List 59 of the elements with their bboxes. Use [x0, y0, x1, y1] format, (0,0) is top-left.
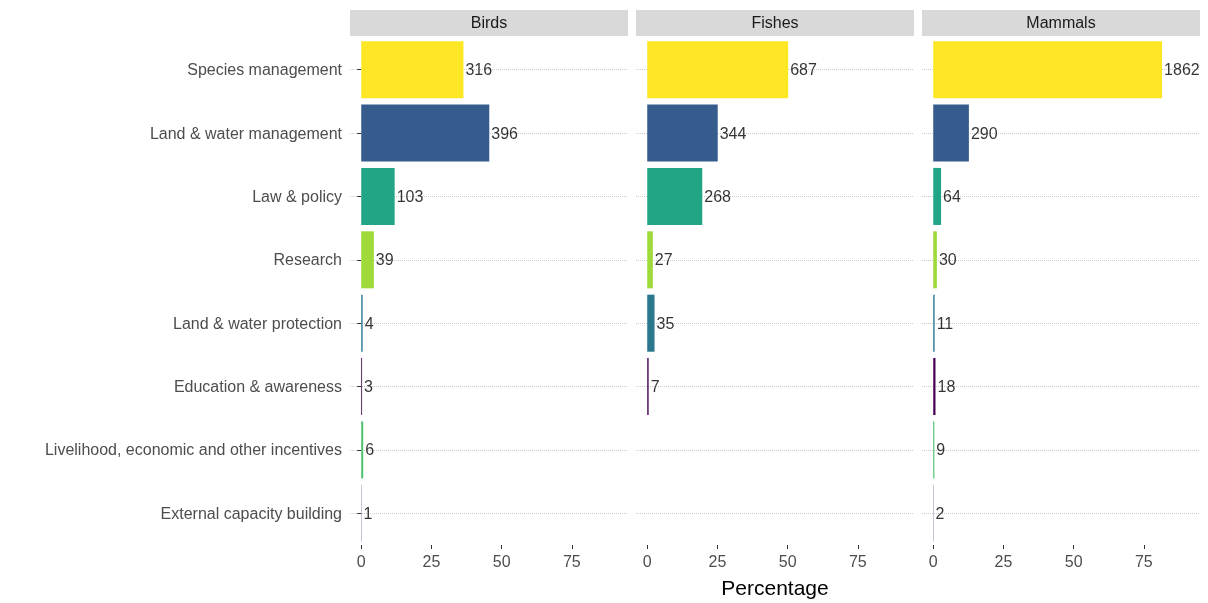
x-tick-label: 50 — [1064, 552, 1083, 570]
annotation: 1 — [363, 504, 373, 522]
annotation: 316 — [465, 61, 493, 79]
annotation: 1862 — [1164, 61, 1200, 79]
annotation: 11 — [936, 314, 954, 332]
y-tick-label: Law & policy — [252, 187, 342, 205]
annotation: 4 — [364, 314, 374, 332]
bar — [361, 104, 490, 162]
annotation: 18 — [937, 378, 956, 396]
x-tick-label: 0 — [642, 552, 652, 570]
y-tick-label: Land & water management — [149, 124, 343, 142]
annotation: 39 — [375, 251, 394, 269]
bar — [933, 41, 1163, 99]
annotation: 3 — [364, 378, 374, 396]
bar — [647, 104, 718, 162]
annotation: 7 — [650, 378, 660, 396]
chart-title: Mammals — [922, 10, 1200, 36]
x-tick-label: 75 — [848, 552, 867, 570]
annotation: 27 — [654, 251, 673, 269]
x-tick-label: 0 — [928, 552, 938, 570]
annotation: 35 — [656, 314, 675, 332]
y-tick-label: Livelihood, economic and other incentives — [44, 441, 342, 459]
annotation: 9 — [936, 441, 946, 459]
annotation: 290 — [970, 124, 998, 142]
bar — [361, 167, 395, 225]
annotation: 268 — [704, 187, 732, 205]
bar — [361, 231, 374, 289]
bar — [361, 41, 464, 99]
bar — [933, 167, 942, 225]
bar — [647, 231, 653, 289]
x-tick-label: 0 — [356, 552, 366, 570]
x-tick-label: 75 — [1134, 552, 1153, 570]
annotation: 396 — [491, 124, 519, 142]
y-tick-label: External capacity building — [160, 504, 342, 522]
x-tick-label: 25 — [422, 552, 441, 570]
annotation: 344 — [719, 124, 747, 142]
bar — [647, 41, 789, 99]
chart-title: Fishes — [636, 10, 914, 36]
x-tick-label: 25 — [708, 552, 727, 570]
y-tick-label: Land & water protection — [173, 314, 342, 332]
x-axis-title: Percentage — [721, 576, 829, 599]
annotation: 687 — [790, 61, 817, 79]
x-tick-label: 50 — [492, 552, 511, 570]
x-tick-label: 75 — [562, 552, 581, 570]
y-tick-label: Species management — [187, 61, 343, 79]
annotation: 64 — [943, 187, 961, 205]
annotation: 103 — [396, 187, 424, 205]
annotation: 6 — [365, 441, 375, 459]
bar — [647, 294, 655, 352]
annotation: 2 — [935, 504, 945, 522]
y-tick-label: Research — [273, 251, 342, 269]
chart-title: Birds — [350, 10, 628, 36]
bar — [933, 231, 937, 289]
y-tick-label: Education & awareness — [173, 378, 342, 396]
annotation: 30 — [938, 251, 957, 269]
bar — [647, 167, 703, 225]
bar — [933, 104, 969, 162]
x-tick-label: 50 — [778, 552, 797, 570]
x-tick-label: 25 — [994, 552, 1013, 570]
